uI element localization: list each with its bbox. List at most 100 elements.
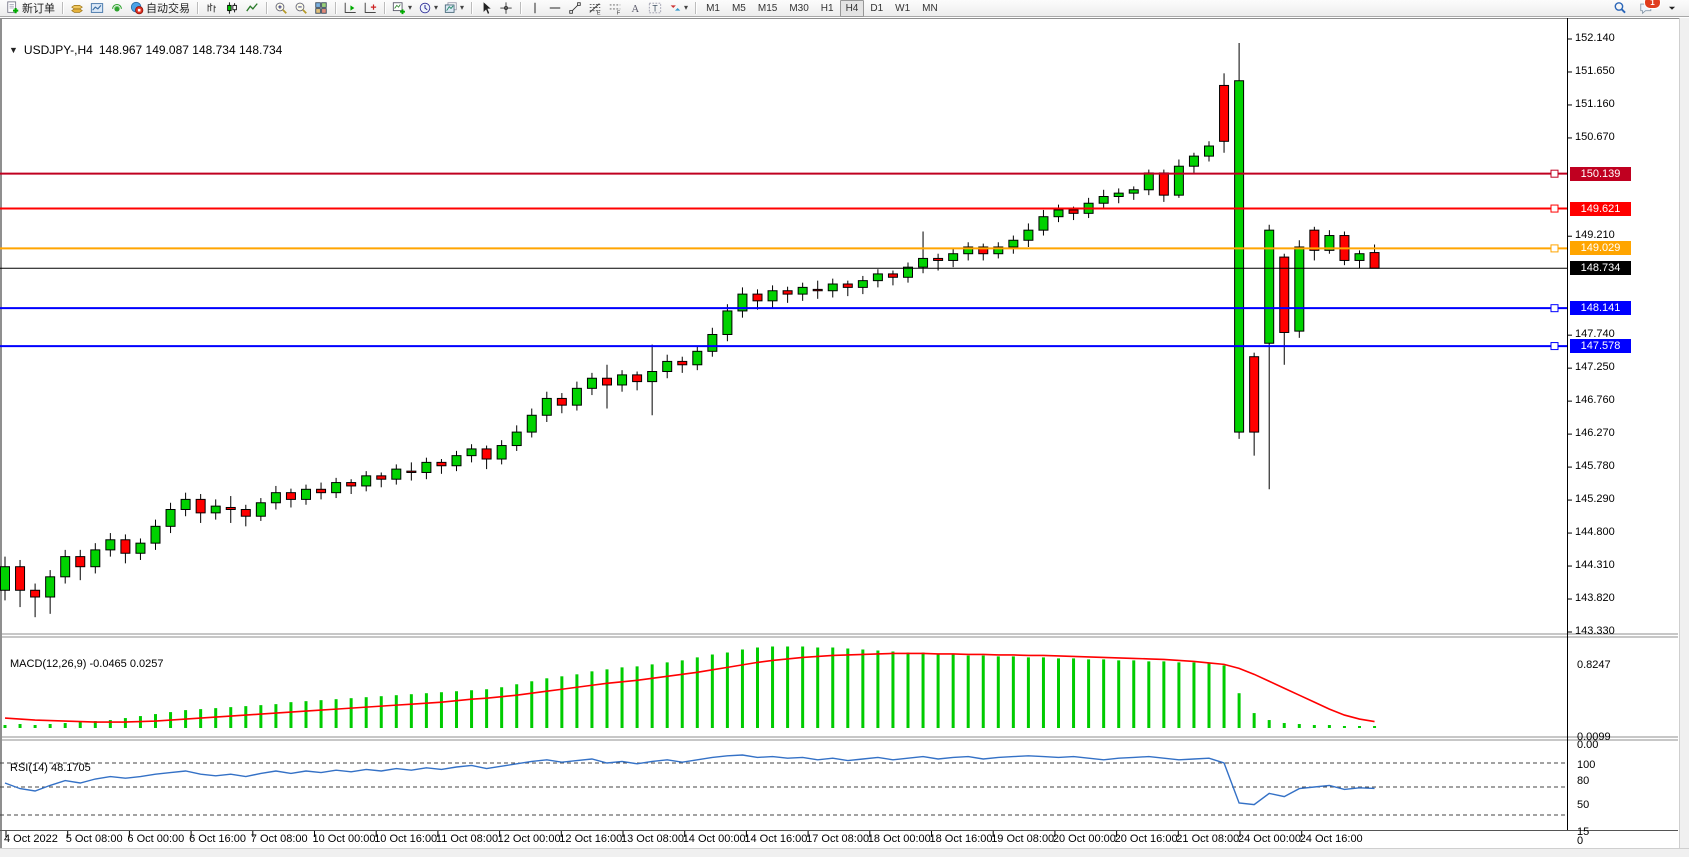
search-button[interactable] — [1610, 0, 1630, 17]
arrows-dropdown-icon[interactable]: ▾ — [684, 3, 689, 12]
level-price-flag[interactable]: 148.141 — [1570, 301, 1631, 316]
templates-dropdown-icon[interactable]: ▾ — [460, 3, 465, 12]
profiles-button[interactable] — [87, 0, 107, 17]
periods-button[interactable]: ▾ — [415, 0, 441, 17]
candle-body — [782, 290, 793, 295]
auto-trading-label: 自动交易 — [146, 3, 190, 15]
new-chart-icon — [392, 1, 406, 15]
trendline-icon — [568, 1, 582, 15]
zoom-out-button[interactable] — [291, 0, 311, 17]
crosshair-button[interactable] — [496, 0, 516, 17]
time-axis-label: 14 Oct 16:00 — [744, 833, 808, 845]
trendline-button[interactable] — [565, 0, 585, 17]
candle-body — [1068, 209, 1079, 214]
fibonacci-button[interactable]: E — [585, 0, 605, 17]
candle-body — [526, 414, 537, 433]
templates-button[interactable]: ▾ — [441, 0, 467, 17]
candle-body — [285, 492, 296, 500]
svg-text:E: E — [597, 11, 601, 15]
time-axis-label: 17 Oct 08:00 — [806, 833, 870, 845]
periods-dropdown-icon[interactable]: ▾ — [434, 3, 439, 12]
candle-body — [1023, 229, 1034, 241]
chat-badge: 1 — [1644, 0, 1661, 9]
toolbar-right-cluster: 1 — [1610, 0, 1686, 17]
timeframe-d1-button[interactable]: D1 — [870, 2, 884, 14]
toolbar-overflow-button[interactable] — [1662, 0, 1682, 17]
level-price-flag[interactable]: 149.029 — [1570, 241, 1631, 256]
auto-scroll-button[interactable] — [360, 0, 380, 17]
candle-body — [842, 283, 853, 288]
market-watch-icon — [110, 1, 124, 15]
chart-menu-icon[interactable]: ▼ — [9, 45, 18, 55]
toolbar-separator — [197, 2, 198, 14]
arrows-button[interactable]: ▾ — [665, 0, 691, 17]
toolbar-separator — [335, 2, 336, 14]
main-toolbar: 新订单 自动交易 ▾ ▾ ▾ E F A T ▾ M1 M5 M15 M30 H1 H4 D1 W1 MN 1 — [0, 0, 1689, 17]
line-chart-button[interactable] — [242, 0, 262, 17]
candlestick-chart-button[interactable] — [222, 0, 242, 17]
profiles-icon — [90, 1, 104, 15]
auto-trading-button[interactable]: 自动交易 — [127, 0, 193, 17]
candle-body — [361, 475, 372, 487]
time-axis-label: 11 Oct 08:00 — [435, 833, 499, 845]
candle-body — [632, 374, 643, 383]
candle-body — [887, 273, 898, 278]
macd-values: -0.0465 0.0257 — [89, 658, 164, 670]
toolbar-separator — [695, 2, 697, 14]
candle-body — [15, 566, 26, 591]
horizontal-scrollbar[interactable] — [0, 848, 1689, 857]
timeframe-m15-button[interactable]: M15 — [757, 2, 778, 14]
timeframe-h4-button[interactable]: H4 — [839, 0, 865, 17]
rsi-axis-50: 50 — [1577, 799, 1590, 811]
chart-shift-button[interactable] — [340, 0, 360, 17]
time-axis-label: 24 Oct 16:00 — [1299, 833, 1363, 845]
timeframe-m1-button[interactable]: M1 — [706, 2, 720, 14]
label-button[interactable]: T — [645, 0, 665, 17]
horizontal-line-button[interactable] — [545, 0, 565, 17]
candle-body — [948, 253, 959, 261]
price-tick-label: 145.780 — [1575, 460, 1615, 473]
chat-button[interactable]: 1 — [1636, 0, 1661, 17]
market-watch-button[interactable] — [107, 0, 127, 17]
timeframe-h1-button[interactable]: H1 — [820, 2, 834, 14]
channels-button[interactable]: F — [605, 0, 625, 17]
timeframe-m5-button[interactable]: M5 — [731, 2, 746, 14]
price-tick-label: 150.670 — [1575, 130, 1615, 143]
candle-body — [812, 288, 823, 292]
new-order-button[interactable]: 新订单 — [3, 0, 58, 17]
timeframe-mn-button[interactable]: MN — [922, 2, 938, 14]
new-chart-button[interactable]: ▾ — [389, 0, 415, 17]
tile-windows-button[interactable] — [311, 0, 331, 17]
candle-body — [556, 397, 567, 406]
charts-group-button[interactable] — [67, 0, 87, 17]
toolbar-separator — [471, 2, 473, 14]
candle-body — [767, 290, 778, 302]
timeframe-w1-button[interactable]: W1 — [895, 2, 911, 14]
chart-ohlc-values: 148.967 149.087 148.734 148.734 — [98, 43, 283, 57]
horizontal-line-icon — [548, 1, 562, 15]
chart-window: ▼ USDJPY-,H4 148.967 149.087 148.734 148… — [0, 18, 1689, 848]
vertical-line-button[interactable] — [525, 0, 545, 17]
level-price-flag[interactable]: 150.139 — [1570, 166, 1631, 181]
label-icon: T — [648, 1, 662, 15]
candle-body — [1249, 356, 1260, 433]
time-axis-label: 5 Oct 08:00 — [65, 833, 123, 845]
zoom-in-icon — [274, 1, 288, 15]
zoom-in-button[interactable] — [271, 0, 291, 17]
new-chart-dropdown-icon[interactable]: ▾ — [408, 3, 413, 12]
cursor-button[interactable] — [476, 0, 496, 17]
bar-chart-button[interactable] — [202, 0, 222, 17]
candle-body — [1279, 256, 1290, 333]
candle-body — [1113, 192, 1124, 198]
candle-body — [481, 448, 492, 460]
level-price-flag[interactable]: 147.578 — [1570, 339, 1631, 354]
timeframe-m30-button[interactable]: M30 — [789, 2, 809, 14]
candle-body — [436, 461, 447, 467]
level-price-flag[interactable]: 149.621 — [1570, 201, 1631, 216]
vertical-scrollbar[interactable] — [1679, 18, 1689, 848]
price-tick-label: 152.140 — [1575, 32, 1615, 44]
candle-body — [797, 286, 808, 295]
text-button[interactable]: A — [625, 0, 645, 17]
price-tick-label: 146.270 — [1575, 427, 1615, 440]
